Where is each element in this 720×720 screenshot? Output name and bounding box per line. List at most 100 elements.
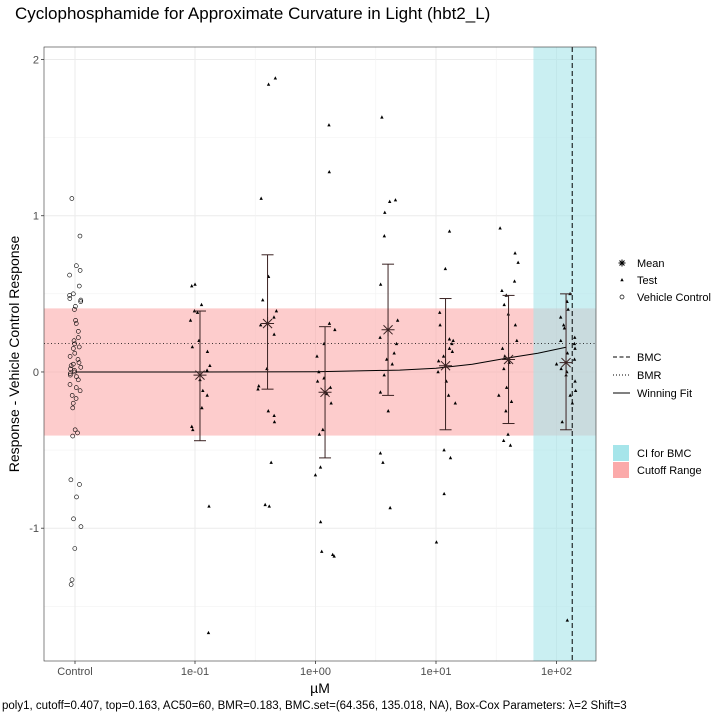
legend-fill-swatch bbox=[613, 445, 629, 461]
test-point bbox=[267, 504, 271, 508]
mean-asterisk bbox=[318, 385, 332, 399]
vehicle-control-point bbox=[78, 364, 84, 370]
vehicle-control-point bbox=[77, 482, 82, 487]
test-point bbox=[330, 552, 335, 557]
test-point bbox=[381, 460, 385, 464]
vehicle-control-point bbox=[71, 338, 77, 344]
test-point bbox=[392, 351, 396, 355]
test-point bbox=[193, 282, 197, 286]
winning-fit-curve bbox=[75, 346, 567, 373]
test-point bbox=[272, 332, 276, 336]
legend-fill-label: Cutoff Range bbox=[637, 465, 702, 477]
test-point bbox=[560, 419, 564, 424]
test-point bbox=[315, 354, 319, 358]
test-point bbox=[573, 346, 577, 350]
test-point bbox=[446, 393, 451, 397]
test-point bbox=[266, 409, 270, 413]
vehicle-control-point bbox=[68, 582, 74, 587]
test-point bbox=[438, 323, 442, 327]
test-point bbox=[387, 199, 392, 203]
test-point bbox=[554, 362, 559, 366]
mean-asterisk bbox=[439, 359, 453, 373]
test-point bbox=[395, 318, 400, 322]
vehicle-control-point bbox=[78, 297, 84, 303]
vehicle-control-point bbox=[74, 263, 79, 269]
test-point bbox=[565, 351, 570, 355]
test-point bbox=[195, 310, 200, 314]
x-tick-label: 1e+02 bbox=[541, 666, 572, 678]
test-point bbox=[207, 504, 211, 508]
legend-mean-symbol bbox=[618, 259, 626, 267]
test-point bbox=[266, 82, 271, 86]
x-axis-title: µM bbox=[310, 680, 330, 696]
vehicle-control-point bbox=[72, 350, 78, 356]
vehicle-control-point bbox=[73, 318, 78, 323]
test-point bbox=[450, 341, 454, 346]
test-point bbox=[502, 302, 506, 307]
test-point bbox=[434, 540, 439, 544]
vehicle-control-point bbox=[69, 196, 75, 201]
legend-fill-swatch bbox=[613, 462, 629, 478]
bmc-ci-band bbox=[533, 47, 596, 661]
test-point bbox=[570, 401, 575, 405]
test-point bbox=[573, 379, 577, 383]
test-point bbox=[573, 388, 578, 393]
vehicle-control-point bbox=[76, 335, 81, 340]
y-tick-label: 2 bbox=[33, 54, 39, 66]
vehicle-control-point bbox=[70, 405, 76, 411]
vehicle-control-point bbox=[75, 377, 81, 383]
y-tick-label: -1 bbox=[29, 523, 39, 535]
test-point bbox=[382, 373, 386, 377]
vehicle-control-point bbox=[71, 516, 76, 522]
test-point bbox=[258, 323, 263, 327]
test-point bbox=[327, 123, 331, 127]
test-point bbox=[515, 338, 519, 343]
test-point bbox=[508, 443, 513, 447]
test-point bbox=[378, 335, 382, 339]
test-points bbox=[188, 76, 578, 635]
vehicle-control-point bbox=[67, 371, 73, 376]
y-axis-title: Response - Vehicle Control Response bbox=[6, 235, 22, 472]
test-point bbox=[263, 502, 267, 507]
vehicle-control-point bbox=[68, 477, 74, 483]
test-point bbox=[208, 363, 212, 368]
vehicle-control-point bbox=[70, 433, 76, 439]
vehicle-control-point bbox=[71, 291, 76, 297]
x-tick-label: 1e-01 bbox=[181, 666, 209, 678]
test-point bbox=[568, 393, 572, 397]
test-point bbox=[382, 234, 387, 238]
test-point bbox=[447, 229, 452, 233]
test-point bbox=[497, 393, 501, 397]
vehicle-control-point bbox=[67, 293, 72, 298]
vehicle-control-point bbox=[72, 307, 77, 312]
test-point bbox=[320, 549, 324, 553]
test-point bbox=[257, 384, 261, 388]
test-point bbox=[378, 282, 383, 286]
x-tick-label: 1e+01 bbox=[421, 666, 452, 678]
vehicle-control-point bbox=[76, 329, 81, 334]
y-tick-label: 0 bbox=[33, 367, 39, 379]
legend-point-label: Vehicle Control bbox=[637, 292, 711, 304]
test-point bbox=[394, 341, 399, 346]
test-point bbox=[317, 369, 321, 374]
vehicle-control-point bbox=[67, 382, 73, 387]
test-point bbox=[442, 491, 446, 496]
vehicle-control-point bbox=[67, 354, 73, 359]
test-point bbox=[190, 284, 194, 288]
legend-fill-label: CI for BMC bbox=[637, 448, 691, 460]
test-point bbox=[506, 432, 510, 436]
test-point bbox=[272, 413, 276, 418]
vehicle-control-point bbox=[70, 400, 76, 406]
mean-asterisk bbox=[261, 317, 275, 331]
test-point bbox=[388, 505, 392, 510]
test-point bbox=[500, 288, 504, 293]
vehicle-control-point bbox=[76, 344, 82, 350]
test-point bbox=[315, 379, 320, 383]
test-point bbox=[272, 419, 277, 424]
test-point bbox=[206, 630, 211, 635]
test-point bbox=[513, 323, 518, 327]
legend-line-label: Winning Fit bbox=[637, 388, 692, 400]
mean-asterisk bbox=[193, 368, 207, 382]
legend-point-label: Mean bbox=[637, 258, 665, 270]
